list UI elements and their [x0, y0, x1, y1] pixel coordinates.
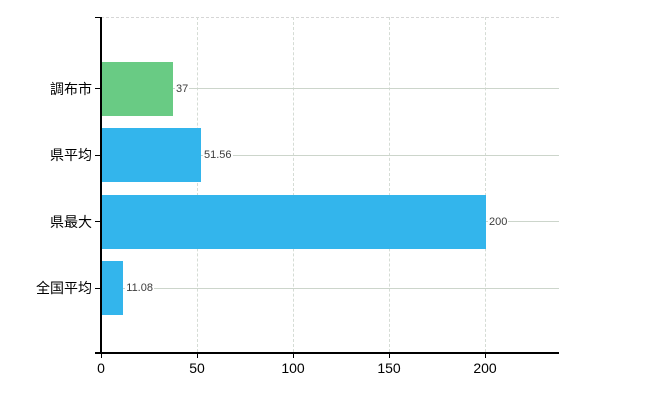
category-label: 全国平均 — [36, 280, 92, 296]
x-tick-label: 150 — [377, 360, 401, 376]
x-tick-label: 200 — [473, 360, 497, 376]
x-tick-label: 0 — [97, 360, 105, 376]
x-tick-label: 50 — [189, 360, 205, 376]
x-tick — [196, 354, 198, 358]
h-gridline — [101, 88, 559, 89]
bar — [102, 194, 486, 249]
bar-value-label: 37 — [175, 82, 190, 95]
x-tick-label: 100 — [281, 360, 305, 376]
y-axis-line — [100, 17, 102, 354]
v-gridline — [389, 17, 390, 352]
bar-value-label: 11.08 — [125, 282, 154, 294]
h-gridline — [101, 154, 559, 156]
bar-value-label: 51.56 — [202, 149, 233, 161]
category-label: 県平均 — [50, 147, 92, 163]
bar — [102, 61, 174, 116]
plot-top-border — [101, 17, 559, 18]
y-tick — [95, 16, 101, 18]
x-tick — [100, 354, 102, 358]
v-gridline — [197, 17, 198, 352]
category-label: 県最大 — [50, 213, 92, 230]
x-tick — [484, 354, 486, 358]
category-label: 調布市 — [50, 80, 92, 97]
bar-value-label: 200 — [488, 215, 509, 228]
y-tick — [95, 221, 101, 222]
y-tick — [95, 154, 101, 156]
y-tick — [95, 88, 101, 89]
x-tick — [292, 354, 294, 358]
x-tick — [388, 354, 390, 358]
x-axis-line — [95, 352, 559, 354]
bar — [102, 128, 201, 182]
bar — [102, 261, 124, 315]
v-gridline — [485, 17, 486, 352]
y-tick — [95, 287, 101, 289]
v-gridline — [293, 17, 294, 352]
h-gridline — [101, 287, 559, 289]
